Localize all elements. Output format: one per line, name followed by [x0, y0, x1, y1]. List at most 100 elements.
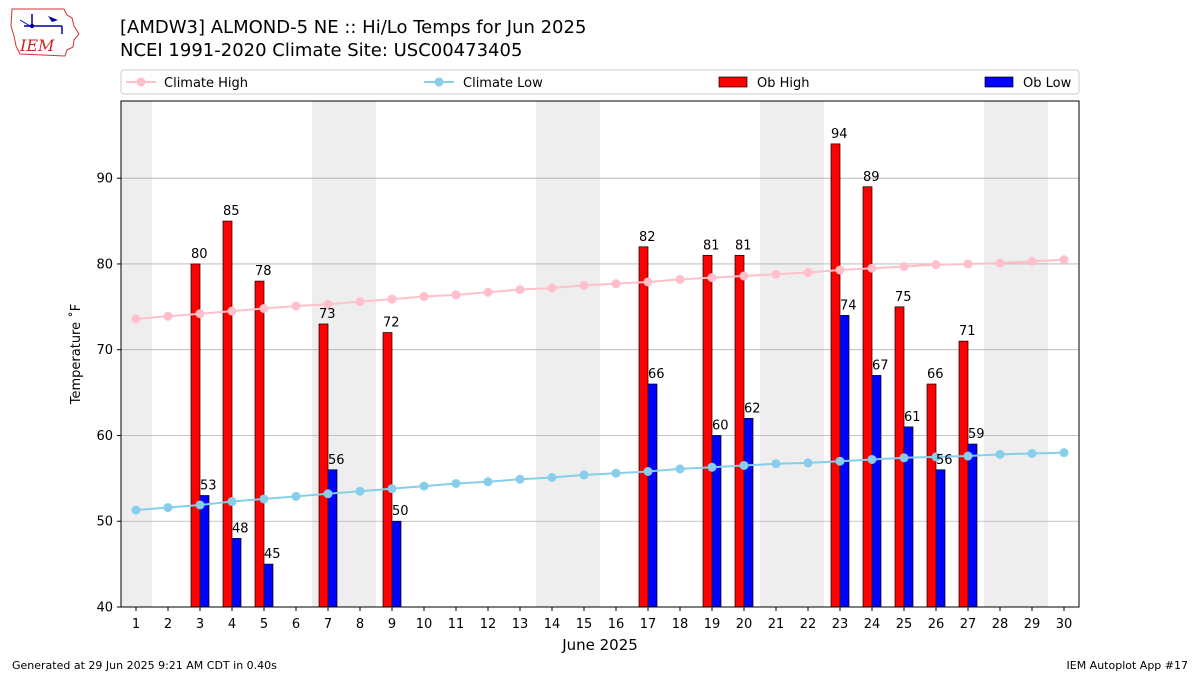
x-tick-label-21: 21: [768, 617, 785, 632]
climate-low-point-day-15: [579, 470, 589, 480]
climate-low-point-day-9: [387, 484, 397, 494]
x-tick-label-3: 3: [196, 617, 204, 632]
climate-high-point-day-16: [611, 279, 621, 289]
label-ob-high-day-27: 71: [959, 324, 976, 339]
x-tick-label-28: 28: [992, 617, 1009, 632]
legend-ob-high-label: Ob High: [757, 76, 810, 91]
weekend-shade-day-8: [344, 101, 376, 607]
y-tick-label-90: 90: [96, 172, 113, 187]
label-ob-high-day-25: 75: [895, 290, 912, 305]
x-tick-label-25: 25: [896, 617, 913, 632]
label-ob-low-day-3: 53: [200, 479, 217, 494]
x-tick-label-12: 12: [480, 617, 497, 632]
climate-low-point-day-13: [515, 474, 525, 484]
climate-low-point-day-24: [867, 454, 877, 464]
climate-low-point-day-6: [291, 491, 301, 501]
climate-low-point-day-8: [355, 486, 365, 496]
bar-ob-high-day-7: [318, 323, 329, 608]
label-ob-high-day-17: 82: [639, 230, 656, 245]
climate-low-point-day-21: [771, 459, 781, 469]
x-axis-label: June 2025: [561, 636, 638, 654]
x-tick-label-1: 1: [132, 617, 140, 632]
x-tick-label-10: 10: [416, 617, 433, 632]
iem-logo: IEM: [10, 8, 80, 57]
climate-high-point-day-4: [227, 306, 237, 316]
bar-ob-low-day-4: [231, 538, 242, 608]
x-tick-label-23: 23: [832, 617, 849, 632]
x-tick-label-27: 27: [960, 617, 977, 632]
weekend-shade-day-15: [568, 101, 600, 607]
climate-high-point-day-24: [867, 263, 877, 273]
chart-subtitle: NCEI 1991-2020 Climate Site: USC00473405: [120, 40, 523, 61]
climate-low-point-day-26: [931, 452, 941, 462]
data-labels: 80 53 85 48 78 45 73 56 72 50 82 66 81 60 81 62 94 74 89 67…: [191, 127, 985, 562]
label-ob-low-day-23: 74: [840, 298, 857, 313]
climate-high-point-day-26: [931, 260, 941, 270]
weekend-shade-day-1: [121, 101, 152, 607]
logo-text: IEM: [19, 36, 55, 55]
climate-high-point-day-3: [195, 309, 205, 319]
climate-high-point-day-28: [995, 258, 1005, 268]
climate-high-point-day-21: [771, 269, 781, 279]
bar-ob-low-day-24: [871, 375, 882, 608]
climate-high-point-day-22: [803, 268, 813, 278]
y-tick-label-60: 60: [96, 429, 113, 444]
chart-title: [AMDW3] ALMOND-5 NE :: Hi/Lo Temps for J…: [120, 17, 587, 38]
label-ob-low-day-5: 45: [264, 547, 281, 562]
climate-high-point-day-29: [1027, 256, 1037, 266]
x-tick-label-16: 16: [608, 617, 625, 632]
weekend-shade-day-22: [792, 101, 824, 607]
bar-ob-high-day-19: [702, 255, 713, 608]
climate-low-point-day-30: [1059, 448, 1069, 458]
climate-lines: [131, 255, 1069, 515]
legend-climate-low-label: Climate Low: [463, 76, 543, 91]
plot-frame: [120, 100, 1080, 608]
x-tick-label-24: 24: [864, 617, 881, 632]
climate-low-point-day-1: [131, 505, 141, 515]
x-tick-label-5: 5: [260, 617, 268, 632]
x-tick-label-11: 11: [448, 617, 465, 632]
bar-ob-low-day-27: [967, 443, 978, 608]
climate-high-point-day-6: [291, 301, 301, 311]
x-tick-label-7: 7: [324, 617, 332, 632]
climate-high-point-day-1: [131, 314, 141, 324]
x-tick-label-19: 19: [704, 617, 721, 632]
climate-low-line: [135, 451, 1065, 512]
y-tick-label-80: 80: [96, 257, 113, 272]
label-ob-high-day-4: 85: [223, 204, 240, 219]
y-tick-label-70: 70: [96, 343, 113, 358]
climate-low-point-day-5: [259, 494, 269, 504]
label-ob-low-day-24: 67: [872, 358, 889, 373]
climate-low-point-day-25: [899, 453, 909, 463]
climate-high-point-day-18: [675, 274, 685, 284]
label-ob-high-day-9: 72: [383, 316, 400, 331]
bar-ob-high-day-9: [382, 332, 393, 608]
climate-high-point-day-15: [579, 280, 589, 290]
climate-low-point-day-2: [163, 503, 173, 513]
legend-ob-low-swatch: [984, 76, 1014, 88]
bar-ob-high-day-27: [958, 340, 969, 608]
legend-ob-high-swatch: [718, 76, 748, 88]
climate-low-point-day-3: [195, 500, 205, 510]
climate-high-point-day-7: [323, 299, 333, 309]
weekend-shade-day-14: [536, 101, 568, 607]
climate-high-point-day-30: [1059, 255, 1069, 265]
climate-high-point-day-20: [739, 271, 749, 281]
climate-low-point-day-23: [835, 456, 845, 466]
climate-high-point-day-14: [547, 283, 557, 293]
x-tick-label-15: 15: [576, 617, 593, 632]
bar-ob-high-day-20: [734, 255, 745, 608]
label-ob-low-day-7: 56: [328, 453, 345, 468]
climate-low-point-day-16: [611, 468, 621, 478]
climate-low-point-day-7: [323, 489, 333, 499]
bar-ob-high-day-24: [862, 186, 873, 608]
x-tick-label-8: 8: [356, 617, 364, 632]
climate-low-point-day-12: [483, 477, 493, 487]
x-tick-label-14: 14: [544, 617, 561, 632]
climate-low-point-day-29: [1027, 448, 1037, 458]
legend-climate-high-label: Climate High: [164, 76, 248, 91]
label-ob-high-day-20: 81: [735, 238, 752, 253]
climate-high-point-day-27: [963, 259, 973, 269]
weekend-shade-day-21: [760, 101, 792, 607]
bar-ob-low-day-26: [935, 469, 946, 608]
